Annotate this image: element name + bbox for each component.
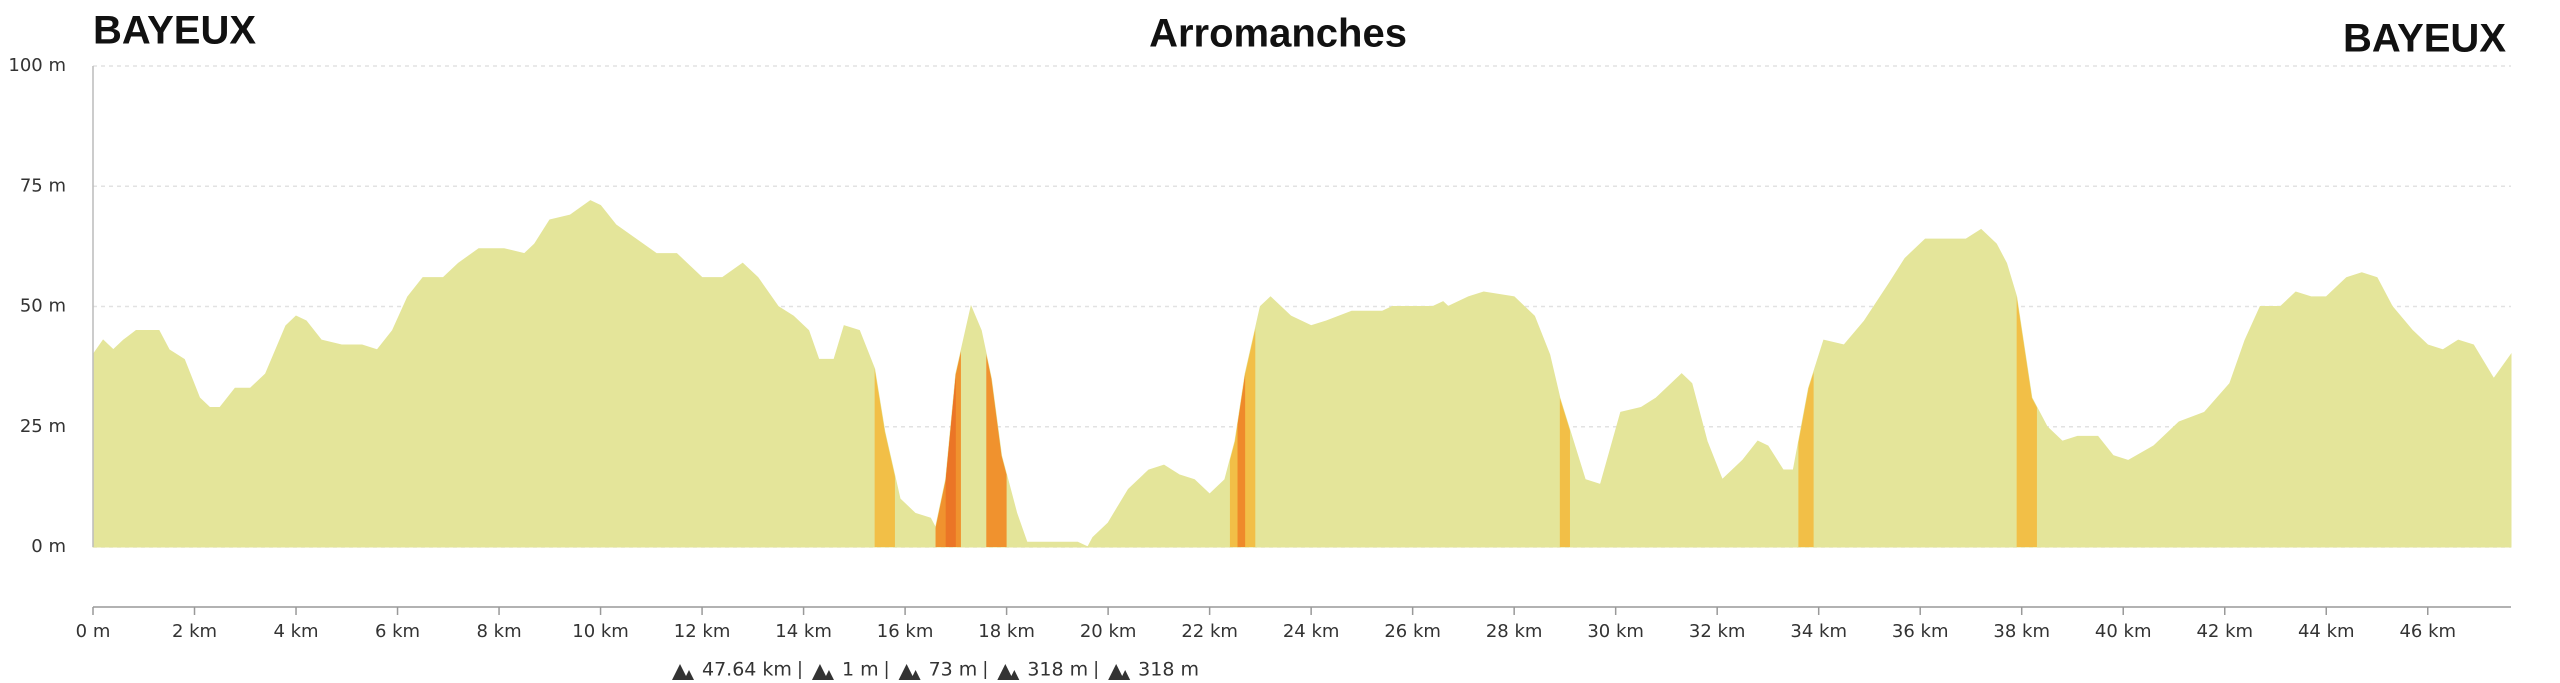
x-tick-label: 10 km — [572, 621, 629, 642]
stat-icon — [997, 664, 1020, 680]
x-tick-label: 20 km — [1080, 621, 1137, 642]
stat-value: 73 m — [929, 659, 978, 681]
steep-slope — [2016, 200, 2037, 547]
stat-value: 1 m — [842, 659, 879, 681]
x-tick-label: 38 km — [1993, 621, 2050, 642]
x-tick-label: 44 km — [2298, 621, 2355, 642]
x-tick-label: 36 km — [1892, 621, 1949, 642]
x-tick-label: 4 km — [273, 621, 318, 642]
title-right: BAYEUX — [2343, 17, 2506, 61]
stat-value: 47.64 km — [702, 659, 792, 681]
stat-icon — [811, 664, 834, 680]
x-tick-label: 14 km — [775, 621, 832, 642]
y-tick-label: 25 m — [20, 416, 66, 437]
chart-title: Arromanches — [1149, 12, 1407, 56]
stat-value: 318 m — [1138, 659, 1199, 681]
x-tick-label: 42 km — [2196, 621, 2253, 642]
x-tick-label: 28 km — [1486, 621, 1543, 642]
title-left: BAYEUX — [93, 9, 256, 53]
y-tick-label: 0 m — [31, 536, 66, 557]
x-tick-label: 46 km — [2399, 621, 2456, 642]
stat-icon — [1108, 664, 1131, 680]
x-tick-label: 30 km — [1587, 621, 1644, 642]
y-tick-label: 100 m — [8, 55, 66, 76]
x-tick-label: 34 km — [1790, 621, 1847, 642]
elevation-area — [92, 200, 2512, 548]
y-tick-label: 75 m — [20, 175, 66, 196]
x-tick-label: 2 km — [172, 621, 217, 642]
x-tick-label: 6 km — [375, 621, 420, 642]
x-tick-label: 22 km — [1181, 621, 1238, 642]
x-tick-label: 18 km — [978, 621, 1035, 642]
x-tick-label: 40 km — [2095, 621, 2152, 642]
x-tick-label: 12 km — [674, 621, 731, 642]
x-tick-label: 24 km — [1283, 621, 1340, 642]
x-tick-label: 32 km — [1689, 621, 1746, 642]
x-tick-label: 0 m — [76, 621, 111, 642]
x-tick-label: 16 km — [877, 621, 934, 642]
x-tick-label: 8 km — [476, 621, 521, 642]
x-tick-label: 26 km — [1384, 621, 1441, 642]
y-tick-label: 50 m — [20, 296, 66, 317]
stat-icon — [898, 664, 921, 680]
stat-value: 318 m — [1027, 659, 1088, 681]
stat-icon — [672, 664, 694, 680]
